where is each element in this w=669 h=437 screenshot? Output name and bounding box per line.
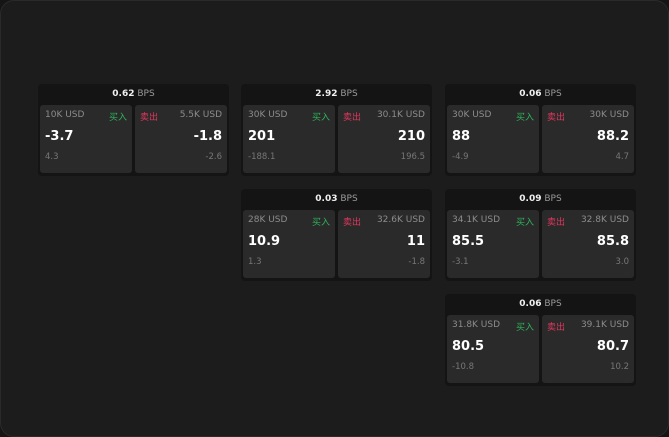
bid-price: 201 [248,129,276,144]
ask-price: 88.2 [596,129,629,144]
spread-unit: BPS [544,299,562,309]
bid-change: 4.3 [45,152,59,162]
buy-cell[interactable]: 30K USD 买入 88 -4.9 [447,105,539,173]
ask-price: 85.8 [596,234,629,249]
spread-header: 0.62 BPS [38,84,229,105]
quote-panel: 0.06 BPS 30K USD 买入 88 -4.9 卖出 30K USD 88.… [445,84,636,176]
buy-label[interactable]: 买入 [515,323,534,333]
buy-cell[interactable]: 10K USD 买入 -3.7 4.3 [40,105,132,173]
buy-label[interactable]: 买入 [515,218,534,228]
buy-label[interactable]: 买入 [515,113,534,123]
sell-cell[interactable]: 卖出 39.1K USD 80.7 10.2 [542,315,634,383]
bid-change: 1.3 [248,257,262,267]
sell-cell[interactable]: 卖出 30K USD 88.2 4.7 [542,105,634,173]
buy-label[interactable]: 买入 [311,113,330,123]
bid-size: 30K USD [248,110,288,120]
buy-cell[interactable]: 31.8K USD 买入 80.5 -10.8 [447,315,539,383]
spread-value: 0.62 [112,89,135,99]
bid-size: 31.8K USD [452,320,501,330]
ask-size: 30K USD [589,110,629,120]
ask-price: 210 [397,129,425,144]
sell-label[interactable]: 卖出 [140,113,159,123]
sell-label[interactable]: 卖出 [343,218,362,228]
sell-label[interactable]: 卖出 [547,323,566,333]
ask-price: 80.7 [596,339,629,354]
spread-value: 0.06 [519,89,542,99]
bid-change: -188.1 [248,152,276,162]
bid-price: 10.9 [248,234,281,249]
spread-value: 2.92 [315,89,338,99]
spread-unit: BPS [544,194,562,204]
ask-price: 11 [406,234,425,249]
bid-size: 30K USD [452,110,492,120]
bid-change: -3.1 [452,257,469,267]
ask-change: 3.0 [615,257,629,267]
buy-label[interactable]: 买入 [108,113,127,123]
sell-cell[interactable]: 卖出 32.6K USD 11 -1.8 [338,210,430,278]
sell-label[interactable]: 卖出 [547,218,566,228]
buy-cell[interactable]: 30K USD 买入 201 -188.1 [243,105,335,173]
quote-panel: 0.62 BPS 10K USD 买入 -3.7 4.3 卖出 5.5K USD -… [38,84,229,176]
buy-label[interactable]: 买入 [311,218,330,228]
ask-change: 196.5 [400,152,425,162]
buy-cell[interactable]: 34.1K USD 买入 85.5 -3.1 [447,210,539,278]
quote-panel: 0.09 BPS 34.1K USD 买入 85.5 -3.1 卖出 32.8K U… [445,189,636,281]
sell-cell[interactable]: 卖出 32.8K USD 85.8 3.0 [542,210,634,278]
ask-size: 32.8K USD [580,215,629,225]
spread-unit: BPS [340,89,358,99]
sell-cell[interactable]: 卖出 30.1K USD 210 196.5 [338,105,430,173]
sell-label[interactable]: 卖出 [343,113,362,123]
ask-price: -1.8 [193,129,222,144]
sell-cell[interactable]: 卖出 5.5K USD -1.8 -2.6 [135,105,227,173]
buy-cell[interactable]: 28K USD 买入 10.9 1.3 [243,210,335,278]
ask-change: -2.6 [205,152,222,162]
ask-size: 5.5K USD [179,110,222,120]
bid-price: 80.5 [452,339,485,354]
spread-header: 0.09 BPS [445,189,636,210]
bid-size: 34.1K USD [452,215,501,225]
spread-value: 0.03 [315,194,338,204]
bid-price: 88 [452,129,471,144]
quote-panel: 0.06 BPS 31.8K USD 买入 80.5 -10.8 卖出 39.1K … [445,294,636,386]
quote-panel: 0.03 BPS 28K USD 买入 10.9 1.3 卖出 32.6K USD … [241,189,432,281]
ask-change: 10.2 [610,362,629,372]
spread-header: 2.92 BPS [241,84,432,105]
spread-value: 0.09 [519,194,542,204]
ask-size: 39.1K USD [580,320,629,330]
bid-price: -3.7 [45,129,74,144]
spread-header: 0.03 BPS [241,189,432,210]
bid-change: -10.8 [452,362,474,372]
spread-unit: BPS [544,89,562,99]
spread-unit: BPS [137,89,155,99]
spread-unit: BPS [340,194,358,204]
bid-size: 28K USD [248,215,288,225]
ask-change: 4.7 [615,152,629,162]
ask-size: 32.6K USD [376,215,425,225]
bid-price: 85.5 [452,234,485,249]
bid-change: -4.9 [452,152,469,162]
ask-size: 30.1K USD [376,110,425,120]
spread-header: 0.06 BPS [445,294,636,315]
spread-header: 0.06 BPS [445,84,636,105]
ask-change: -1.8 [408,257,425,267]
quote-panel: 2.92 BPS 30K USD 买入 201 -188.1 卖出 30.1K US… [241,84,432,176]
bid-size: 10K USD [45,110,85,120]
spread-value: 0.06 [519,299,542,309]
sell-label[interactable]: 卖出 [547,113,566,123]
